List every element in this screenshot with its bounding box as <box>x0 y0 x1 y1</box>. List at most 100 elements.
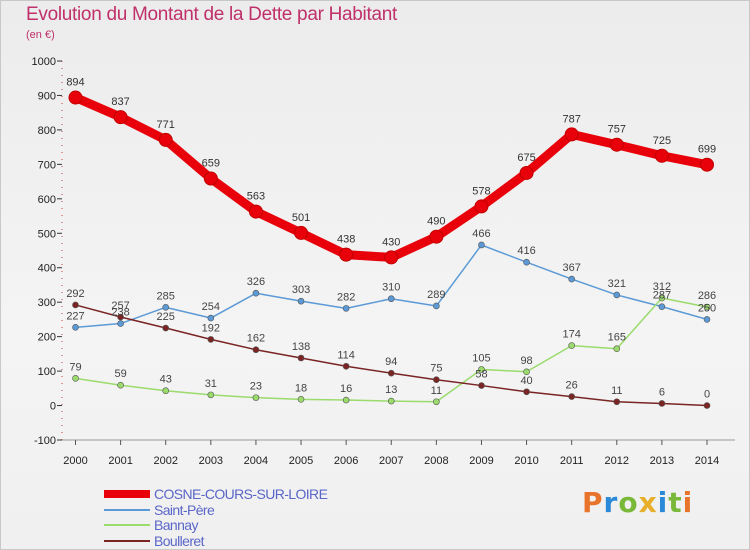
y-tick-label: 200 <box>38 332 56 344</box>
data-point-bannay <box>297 396 305 403</box>
data-label-saint-p-re: 250 <box>698 302 716 314</box>
data-point-cosne-cours-sur-loire <box>700 157 714 172</box>
x-tick-label: 2012 <box>605 455 629 467</box>
data-label-boulleret: 114 <box>337 349 355 361</box>
y-tick-label: 100 <box>38 366 56 378</box>
y-tick-label: 400 <box>38 263 56 275</box>
data-point-cosne-cours-sur-loire <box>339 247 354 262</box>
data-label-cosne-cours-sur-loire: 894 <box>66 77 84 89</box>
x-tick-label: 2011 <box>560 455 584 467</box>
data-point-saint-p-re <box>658 303 666 310</box>
chart-subtitle: (en €) <box>26 29 55 41</box>
data-label-saint-p-re: 303 <box>292 284 310 296</box>
data-point-saint-p-re <box>117 320 124 327</box>
data-point-bannay <box>252 394 260 401</box>
data-point-cosne-cours-sur-loire <box>474 199 489 214</box>
data-label-bannay: 43 <box>160 374 172 386</box>
data-label-bannay: 165 <box>608 332 626 344</box>
data-label-cosne-cours-sur-loire: 578 <box>472 185 490 197</box>
data-point-boulleret <box>162 324 170 332</box>
data-point-bannay <box>568 342 575 349</box>
data-label-bannay: 59 <box>114 368 126 380</box>
legend-label: Saint-Père <box>154 501 215 518</box>
data-label-saint-p-re: 227 <box>66 310 84 322</box>
data-point-bannay <box>703 303 711 311</box>
data-label-saint-p-re: 466 <box>472 228 490 240</box>
data-label-boulleret: 26 <box>566 380 578 392</box>
data-point-saint-p-re <box>252 289 260 297</box>
data-label-boulleret: 162 <box>247 333 265 345</box>
data-point-bannay <box>342 396 350 404</box>
data-label-boulleret: 225 <box>157 311 175 323</box>
data-point-cosne-cours-sur-loire <box>248 204 263 219</box>
data-point-saint-p-re <box>613 291 621 299</box>
data-label-cosne-cours-sur-loire: 430 <box>382 236 400 248</box>
data-label-saint-p-re: 367 <box>562 262 580 274</box>
data-point-bannay <box>162 387 170 395</box>
data-point-bannay <box>387 397 395 405</box>
y-tick-label: 600 <box>38 194 56 206</box>
data-point-boulleret <box>433 376 440 384</box>
data-point-bannay <box>523 368 530 376</box>
data-label-bannay: 16 <box>340 383 352 395</box>
data-label-saint-p-re: 326 <box>247 276 265 288</box>
x-tick-label: 2013 <box>650 455 674 467</box>
data-point-saint-p-re <box>703 316 711 323</box>
chart-title: Evolution du Montant de la Dette par Hab… <box>26 4 397 25</box>
data-label-saint-p-re: 238 <box>111 307 129 319</box>
legend-label: COSNE-COURS-SUR-LOIRE <box>154 486 328 502</box>
x-tick-label: 2003 <box>199 455 223 467</box>
data-label-saint-p-re: 254 <box>202 301 220 313</box>
data-point-saint-p-re <box>297 297 305 305</box>
data-label-boulleret: 11 <box>611 385 622 397</box>
data-label-saint-p-re: 310 <box>382 282 400 294</box>
data-point-saint-p-re <box>342 305 350 312</box>
data-point-boulleret <box>297 354 305 362</box>
data-point-cosne-cours-sur-loire <box>519 165 534 180</box>
data-label-saint-p-re: 285 <box>157 290 175 302</box>
data-label-bannay: 174 <box>562 329 580 341</box>
data-label-cosne-cours-sur-loire: 675 <box>517 152 535 164</box>
data-point-bannay <box>72 375 79 382</box>
x-tick-label: 2004 <box>244 455 268 467</box>
data-point-boulleret <box>658 400 666 407</box>
legend-label: Bannay <box>154 517 198 533</box>
x-tick-label: 2001 <box>108 455 132 467</box>
data-point-cosne-cours-sur-loire <box>203 171 218 186</box>
data-point-boulleret <box>342 362 350 370</box>
data-point-bannay <box>117 381 124 389</box>
data-point-bannay <box>613 345 621 352</box>
y-tick-label: -100 <box>34 435 56 447</box>
data-label-saint-p-re: 287 <box>653 290 671 302</box>
data-label-cosne-cours-sur-loire: 725 <box>653 135 671 147</box>
data-label-cosne-cours-sur-loire: 501 <box>292 212 310 224</box>
y-tick-label: 800 <box>38 125 56 137</box>
data-point-boulleret <box>568 393 575 400</box>
data-label-cosne-cours-sur-loire: 438 <box>337 234 355 246</box>
data-point-saint-p-re <box>523 258 530 266</box>
y-tick-label: 900 <box>38 90 56 102</box>
data-label-bannay: 13 <box>385 384 397 396</box>
data-label-boulleret: 75 <box>430 363 442 375</box>
data-label-boulleret: 40 <box>520 375 532 387</box>
x-tick-label: 2005 <box>289 455 313 467</box>
data-point-bannay <box>433 398 440 406</box>
x-tick-label: 2014 <box>695 455 719 467</box>
data-label-saint-p-re: 282 <box>337 291 355 303</box>
legend-swatch <box>104 524 150 526</box>
data-label-cosne-cours-sur-loire: 490 <box>427 216 445 228</box>
data-label-boulleret: 257 <box>111 300 129 312</box>
data-label-bannay: 23 <box>250 381 262 393</box>
data-point-cosne-cours-sur-loire <box>384 250 399 265</box>
y-tick-label: 700 <box>38 159 56 171</box>
x-tick-label: 2010 <box>514 455 538 467</box>
data-label-boulleret: 0 <box>704 389 710 401</box>
data-label-bannay: 11 <box>431 385 442 397</box>
x-tick-label: 2002 <box>153 455 177 467</box>
data-point-boulleret <box>252 346 260 354</box>
data-point-cosne-cours-sur-loire <box>68 90 83 105</box>
data-point-saint-p-re <box>207 314 215 322</box>
data-point-saint-p-re <box>433 302 440 310</box>
data-point-boulleret <box>72 301 79 309</box>
